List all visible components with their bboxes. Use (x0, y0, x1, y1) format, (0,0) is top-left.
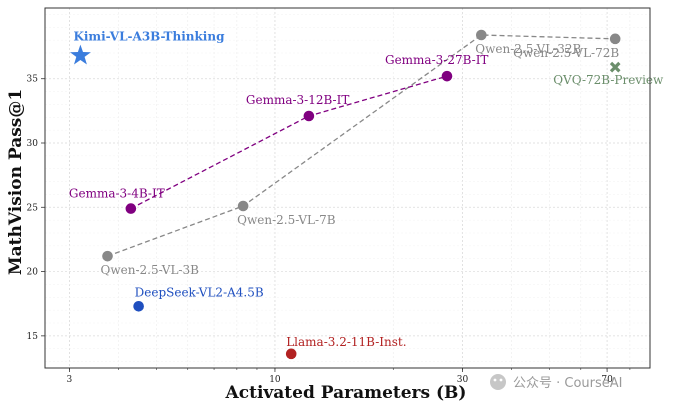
point-label: Qwen-2.5-VL-72B (513, 46, 619, 60)
point-label: Gemma-3-4B-IT (69, 187, 165, 201)
x-tick-label: 30 (457, 375, 469, 385)
point-label: Gemma-3-27B-IT (385, 53, 488, 67)
point-marker (476, 29, 487, 41)
point-label: Qwen-2.5-VL-7B (237, 213, 336, 227)
y-tick-label: 25 (27, 203, 39, 213)
x-marker (609, 61, 621, 73)
x-tick-label: 3 (67, 375, 73, 385)
point-marker (609, 33, 621, 45)
point-marker (125, 203, 137, 214)
grid (45, 8, 650, 368)
point-label: Qwen-2.5-VL-3B (101, 263, 200, 277)
watermark-text: 公众号 · CourseAI (513, 376, 623, 391)
ticks: 3 10 30 70 15 20 25 30 35 (27, 75, 631, 385)
point-marker (441, 70, 453, 82)
point-labels: Kimi-VL-A3B-Thinking Qwen-2.5-VL-3B Qwen-2… (69, 30, 664, 349)
wechat-icon-eye-right (499, 378, 503, 382)
x-axis-title: Activated Parameters (B) (225, 383, 467, 403)
point-label: DeepSeek-VL2-A4.5B (135, 285, 264, 299)
point-label: Kimi-VL-A3B-Thinking (73, 30, 225, 44)
watermark: 公众号 · CourseAI (490, 374, 623, 391)
point-label: Qwen-2.5-VL-32B (475, 42, 581, 56)
series-lines (107, 34, 616, 257)
y-tick-label: 20 (27, 268, 39, 278)
point-marker (237, 200, 249, 212)
data-points (70, 29, 621, 360)
x-tick-label: 10 (269, 375, 281, 385)
point-marker (102, 250, 113, 262)
point-marker (303, 110, 315, 122)
x-tick-label: 70 (601, 375, 613, 385)
point-marker (285, 348, 297, 360)
point-label: Llama-3.2-11B-Inst. (286, 335, 406, 349)
y-tick-label: 15 (27, 332, 39, 342)
point-marker (133, 300, 144, 312)
star-marker (70, 44, 91, 65)
wechat-icon-eye-left (493, 378, 497, 382)
plot-frame (44, 7, 651, 369)
y-axis-title: MathVision Pass@1 (6, 89, 26, 275)
series-line (107, 34, 616, 257)
point-label: QVQ-72B-Preview (553, 73, 664, 87)
point-label: Gemma-3-12B-IT (246, 93, 349, 107)
y-tick-label: 30 (27, 139, 39, 149)
wechat-icon (490, 374, 506, 390)
y-tick-label: 35 (27, 75, 39, 85)
